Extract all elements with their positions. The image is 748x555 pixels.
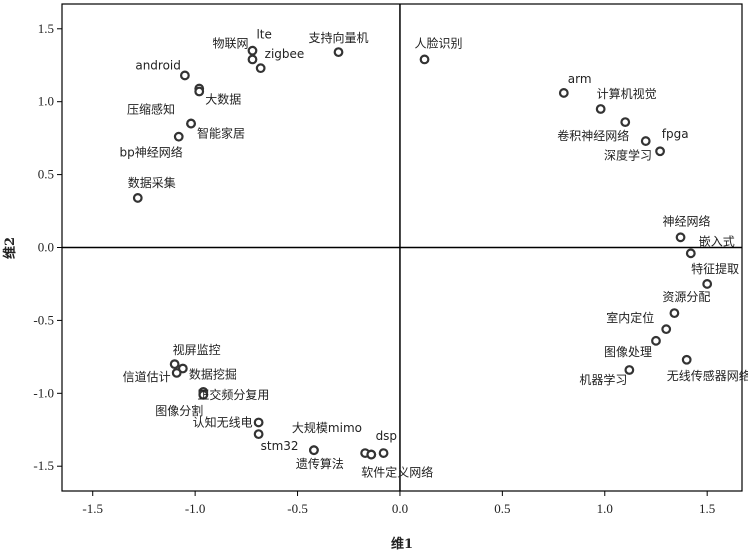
x-tick-label: -1.0 [185, 501, 206, 516]
point-label: 信道估计 [123, 370, 171, 384]
data-point [247, 45, 258, 56]
data-point [655, 146, 665, 157]
data-point [685, 248, 696, 259]
data-point [255, 63, 266, 74]
point-label: android [135, 58, 181, 72]
data-point [558, 88, 569, 98]
data-point [419, 54, 430, 65]
point-label: 特征提取 [691, 261, 739, 276]
point-label: 大规模mimo [292, 420, 362, 435]
data-points [132, 45, 713, 460]
data-point [253, 429, 264, 440]
data-point [186, 118, 196, 129]
point-label: bp神经网络 [119, 145, 182, 160]
y-tick-label: 0.5 [38, 167, 54, 182]
x-tick-label: 1.5 [699, 501, 715, 516]
data-point [651, 335, 661, 346]
x-axis-title: 维1 [391, 536, 413, 552]
data-point [675, 232, 686, 243]
point-label: 支持向量机 [308, 30, 368, 45]
data-point [624, 365, 635, 375]
point-label: 无线传感器网络 [667, 368, 748, 383]
data-point [309, 445, 319, 456]
data-point [179, 70, 190, 81]
data-point [366, 449, 377, 460]
data-point [378, 448, 389, 458]
x-tick-label: 1.0 [597, 501, 613, 516]
y-tick-label: -1.5 [33, 458, 54, 473]
x-tick-label: 0.5 [494, 501, 510, 516]
point-label: 数据采集 [128, 175, 176, 190]
data-point [177, 363, 188, 374]
data-point [640, 136, 651, 146]
y-tick-label: 0.0 [38, 240, 54, 255]
point-label: 认知无线电 [193, 415, 253, 429]
y-axis-title: 维2 [2, 237, 18, 259]
data-point [173, 131, 184, 142]
point-label: arm [568, 72, 592, 86]
x-tick-label: -1.5 [82, 501, 103, 516]
y-tick-label: -1.0 [33, 385, 54, 400]
data-point [253, 417, 264, 428]
point-label: 机器学习 [579, 372, 627, 387]
axis-ticks: -1.5 -1.0 -0.5 0.0 0.5 1.0 1.5 -1.5 -1.0 -0.5 0.0 0… [33, 21, 715, 516]
point-label: 压缩感知 [127, 102, 175, 117]
x-tick-label: -0.5 [287, 501, 308, 516]
data-point [620, 117, 631, 128]
y-tick-label: -0.5 [33, 312, 54, 327]
point-label: 物联网 [212, 36, 248, 50]
point-label: 图像分割 [155, 403, 203, 418]
point-label: 图像处理 [604, 345, 652, 359]
point-label: 遗传算法 [296, 456, 344, 471]
point-label: 智能家居 [197, 126, 245, 141]
point-label: 视屏监控 [173, 342, 221, 357]
x-tick-label: 0.0 [392, 501, 408, 516]
data-point [702, 279, 713, 289]
data-point [171, 367, 182, 378]
reference-lines [62, 4, 742, 491]
point-label: 神经网络 [663, 213, 711, 228]
point-label: 人脸识别 [415, 36, 463, 50]
point-label: 嵌入式 [699, 234, 735, 248]
data-point [595, 104, 606, 114]
point-label: 软件定义网络 [361, 465, 433, 480]
point-label: 卷积神经网络 [557, 128, 629, 143]
data-point [194, 86, 205, 97]
data-point [669, 308, 680, 319]
point-label: 室内定位 [606, 310, 654, 325]
point-label: stm32 [261, 439, 299, 453]
data-point [661, 324, 672, 335]
y-tick-label: 1.0 [38, 94, 54, 109]
point-label: 正交频分复用 [197, 387, 269, 402]
data-point [681, 354, 692, 365]
point-label: 计算机视觉 [597, 86, 657, 101]
point-label: zigbee [265, 47, 305, 61]
point-label: 资源分配 [662, 290, 710, 304]
point-label: lte [256, 28, 271, 42]
point-label: 深度学习 [604, 147, 652, 162]
point-label: 数据挖掘 [189, 367, 237, 382]
y-tick-label: 1.5 [38, 21, 54, 36]
data-point [132, 193, 143, 203]
data-point [198, 389, 209, 400]
point-label: 大数据 [205, 91, 241, 106]
point-label: fpga [662, 127, 689, 141]
data-point [333, 47, 344, 58]
data-point [169, 359, 180, 370]
data-point [247, 54, 258, 65]
point-label: dsp [376, 429, 398, 443]
